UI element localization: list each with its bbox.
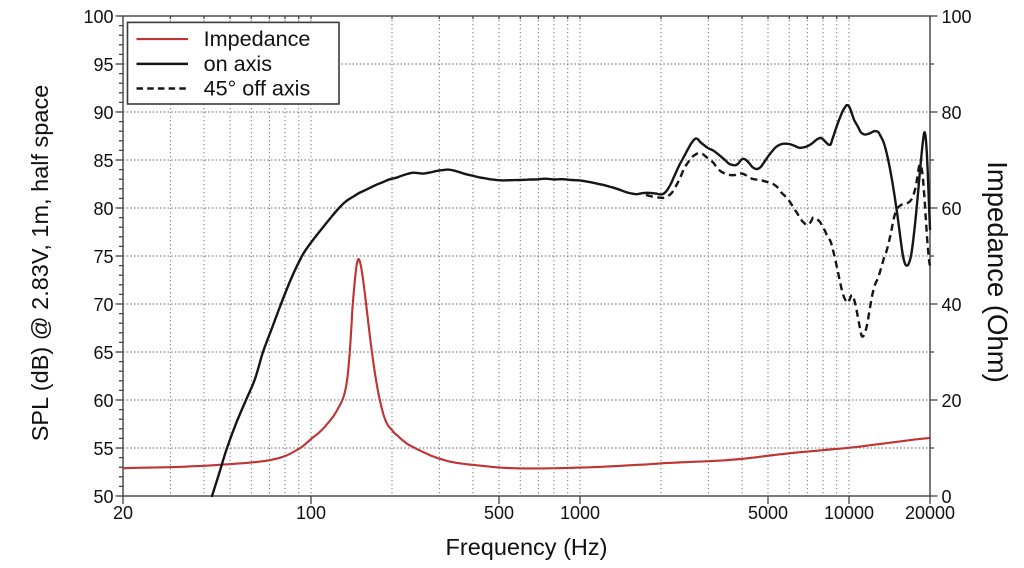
svg-text:85: 85 xyxy=(93,151,113,171)
svg-text:Impedance (Ohm): Impedance (Ohm) xyxy=(982,161,1013,383)
svg-text:65: 65 xyxy=(93,343,113,363)
svg-text:60: 60 xyxy=(942,199,962,219)
svg-text:100: 100 xyxy=(296,503,326,523)
svg-text:95: 95 xyxy=(93,55,113,75)
svg-text:Frequency (Hz): Frequency (Hz) xyxy=(446,534,608,560)
svg-text:80: 80 xyxy=(942,103,962,123)
svg-text:45° off axis: 45° off axis xyxy=(204,76,311,101)
svg-text:90: 90 xyxy=(93,103,113,123)
svg-text:10000: 10000 xyxy=(824,503,874,523)
svg-text:75: 75 xyxy=(93,247,113,267)
svg-text:70: 70 xyxy=(93,295,113,315)
svg-text:50: 50 xyxy=(93,487,113,507)
svg-text:100: 100 xyxy=(942,7,972,27)
svg-text:100: 100 xyxy=(83,7,113,27)
svg-text:0: 0 xyxy=(942,487,952,507)
svg-text:SPL (dB) @ 2.83V, 1m, half spa: SPL (dB) @ 2.83V, 1m, half space xyxy=(27,85,53,442)
svg-text:500: 500 xyxy=(484,503,514,523)
svg-text:20: 20 xyxy=(113,503,133,523)
svg-text:20000: 20000 xyxy=(905,503,955,523)
svg-text:55: 55 xyxy=(93,439,113,459)
svg-text:60: 60 xyxy=(93,391,113,411)
svg-text:80: 80 xyxy=(93,199,113,219)
svg-text:5000: 5000 xyxy=(748,503,788,523)
svg-text:on axis: on axis xyxy=(204,51,273,76)
svg-text:20: 20 xyxy=(942,391,962,411)
svg-text:Impedance: Impedance xyxy=(204,26,311,51)
svg-text:1000: 1000 xyxy=(560,503,600,523)
svg-text:40: 40 xyxy=(942,295,962,315)
